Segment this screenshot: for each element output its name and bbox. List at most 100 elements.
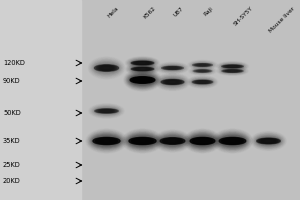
Ellipse shape — [257, 138, 280, 144]
Ellipse shape — [196, 139, 209, 143]
Ellipse shape — [190, 137, 215, 145]
Ellipse shape — [129, 59, 156, 67]
Ellipse shape — [165, 67, 180, 69]
Ellipse shape — [225, 65, 240, 67]
Ellipse shape — [130, 60, 154, 66]
Ellipse shape — [224, 65, 242, 68]
Ellipse shape — [97, 65, 116, 71]
Ellipse shape — [159, 135, 186, 147]
Ellipse shape — [227, 70, 238, 72]
Ellipse shape — [166, 139, 179, 143]
Ellipse shape — [188, 133, 217, 149]
Text: Hela: Hela — [106, 6, 120, 19]
Text: Mouse liver: Mouse liver — [268, 6, 296, 34]
Ellipse shape — [160, 138, 185, 144]
Ellipse shape — [168, 140, 177, 142]
Ellipse shape — [95, 138, 118, 144]
Ellipse shape — [97, 109, 116, 113]
Ellipse shape — [129, 137, 156, 145]
Ellipse shape — [164, 66, 181, 70]
Ellipse shape — [169, 67, 176, 69]
Ellipse shape — [131, 61, 154, 65]
Ellipse shape — [170, 140, 175, 142]
Ellipse shape — [126, 133, 159, 149]
Ellipse shape — [95, 109, 118, 113]
Ellipse shape — [131, 67, 154, 71]
Ellipse shape — [131, 66, 154, 72]
Ellipse shape — [219, 136, 246, 146]
Ellipse shape — [99, 110, 114, 112]
Ellipse shape — [90, 133, 123, 149]
Ellipse shape — [196, 64, 209, 66]
Ellipse shape — [165, 80, 180, 84]
Ellipse shape — [222, 70, 243, 72]
Ellipse shape — [128, 134, 158, 148]
Ellipse shape — [199, 64, 206, 66]
Ellipse shape — [162, 138, 183, 144]
Ellipse shape — [133, 67, 152, 71]
Ellipse shape — [130, 74, 155, 86]
Ellipse shape — [94, 63, 118, 73]
Ellipse shape — [160, 78, 184, 86]
Ellipse shape — [103, 67, 110, 69]
Ellipse shape — [125, 132, 160, 150]
Ellipse shape — [255, 135, 282, 147]
Ellipse shape — [197, 81, 208, 83]
Text: 50KD: 50KD — [3, 110, 21, 116]
Ellipse shape — [137, 62, 148, 64]
Ellipse shape — [226, 139, 239, 143]
Ellipse shape — [196, 70, 209, 72]
Ellipse shape — [221, 64, 244, 69]
Ellipse shape — [230, 140, 235, 142]
Ellipse shape — [190, 136, 215, 146]
Bar — [0, 0, 81, 200]
Ellipse shape — [215, 132, 250, 150]
Ellipse shape — [198, 140, 207, 142]
Ellipse shape — [103, 110, 110, 112]
Ellipse shape — [138, 79, 147, 81]
Ellipse shape — [231, 66, 234, 67]
Ellipse shape — [93, 62, 120, 74]
Bar — [81, 0, 300, 200]
Text: 25KD: 25KD — [3, 162, 21, 168]
Ellipse shape — [130, 77, 155, 83]
Ellipse shape — [135, 62, 150, 64]
Ellipse shape — [224, 139, 241, 143]
Ellipse shape — [219, 137, 246, 145]
Ellipse shape — [139, 68, 146, 70]
Ellipse shape — [128, 73, 157, 87]
Ellipse shape — [130, 66, 155, 72]
Ellipse shape — [194, 80, 211, 84]
Ellipse shape — [139, 62, 146, 64]
Ellipse shape — [137, 68, 148, 70]
Ellipse shape — [98, 66, 115, 70]
Ellipse shape — [222, 69, 243, 73]
Ellipse shape — [102, 140, 111, 142]
Ellipse shape — [169, 81, 176, 83]
Ellipse shape — [101, 110, 112, 112]
Ellipse shape — [216, 133, 249, 149]
Ellipse shape — [263, 140, 274, 142]
Ellipse shape — [259, 139, 278, 143]
Ellipse shape — [94, 65, 118, 71]
Ellipse shape — [134, 78, 151, 82]
Ellipse shape — [157, 133, 188, 149]
Ellipse shape — [160, 77, 185, 87]
Ellipse shape — [224, 70, 241, 72]
Ellipse shape — [93, 137, 120, 145]
Ellipse shape — [189, 134, 216, 148]
Ellipse shape — [91, 133, 122, 149]
Ellipse shape — [130, 75, 155, 85]
Ellipse shape — [192, 79, 213, 85]
Text: Raji: Raji — [202, 6, 214, 17]
Ellipse shape — [94, 107, 119, 115]
Ellipse shape — [127, 72, 158, 88]
Ellipse shape — [257, 137, 280, 145]
Ellipse shape — [217, 133, 248, 149]
Ellipse shape — [158, 134, 187, 148]
Ellipse shape — [92, 135, 121, 147]
Ellipse shape — [194, 64, 211, 66]
Ellipse shape — [192, 138, 213, 144]
Ellipse shape — [104, 67, 109, 69]
Ellipse shape — [138, 140, 147, 142]
